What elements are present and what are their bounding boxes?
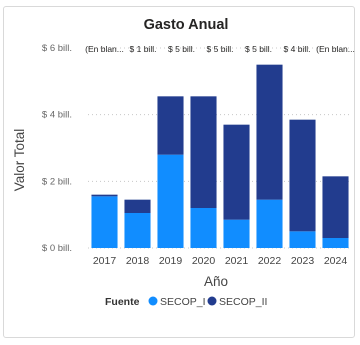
x-tick-label: 2023 [291,255,315,267]
bar-secop-ii-2020[interactable] [190,96,217,208]
bar-secop-i-2024[interactable] [322,238,349,248]
legend-title: Fuente [105,296,140,308]
bar-secop-i-2020[interactable] [190,208,217,248]
legend-entry[interactable]: SECOP_II [219,296,267,308]
data-label: $ 1 bill. [130,44,157,54]
y-tick-label: $ 2 bill. [42,176,72,187]
data-label: $ 5 bill. [168,44,195,54]
bar-secop-ii-2021[interactable] [223,124,250,220]
bar-secop-ii-2019[interactable] [157,96,184,155]
data-label: (En blan... [316,44,355,54]
legend-marker[interactable] [148,296,158,306]
bar-secop-ii-2023[interactable] [289,119,316,232]
x-axis-ticks: 2017 2018 2019 2020 2021 2022 2023 2024 [93,255,348,267]
bar-secop-ii-2022[interactable] [256,64,283,200]
legend-marker[interactable] [207,296,217,306]
legend[interactable]: Fuente SECOP_I SECOP_II [105,296,267,308]
y-tick-label: $ 6 bill. [42,43,72,54]
y-axis-ticks: $ 0 bill. $ 2 bill. $ 4 bill. $ 6 bill. [42,43,72,254]
x-tick-label: 2020 [192,255,216,267]
data-label: $ 4 bill. [284,44,311,54]
x-tick-label: 2024 [324,255,348,267]
bar-secop-ii-2024[interactable] [322,176,349,238]
data-labels: (En blan... $ 1 bill. $ 5 bill. $ 5 bill. $ … [85,44,355,54]
chart-title: Gasto Anual [144,17,229,33]
bar-secop-i-2023[interactable] [289,231,316,248]
data-label: $ 5 bill. [245,44,272,54]
x-axis-title: Año [204,274,228,289]
legend-entry[interactable]: SECOP_I [160,296,206,308]
bar-secop-i-2022[interactable] [256,199,283,248]
bar-secop-i-2019[interactable] [157,154,184,248]
data-label: (En blan... [85,44,124,54]
x-tick-label: 2022 [258,255,282,267]
x-tick-label: 2018 [126,255,150,267]
bar-secop-ii-2018[interactable] [124,199,151,213]
data-label: $ 5 bill. [207,44,234,54]
bar-secop-i-2018[interactable] [124,213,151,248]
bar-secop-i-2017[interactable] [91,196,118,248]
x-tick-label: 2019 [159,255,183,267]
bar-secop-ii-2017[interactable] [91,194,118,197]
y-tick-label: $ 4 bill. [42,110,72,121]
bar-secop-i-2021[interactable] [223,219,250,248]
x-tick-label: 2021 [225,255,249,267]
y-axis-title: Valor Total [12,129,27,192]
bars[interactable] [91,64,349,248]
x-tick-label: 2017 [93,255,117,267]
y-tick-label: $ 0 bill. [42,243,72,254]
